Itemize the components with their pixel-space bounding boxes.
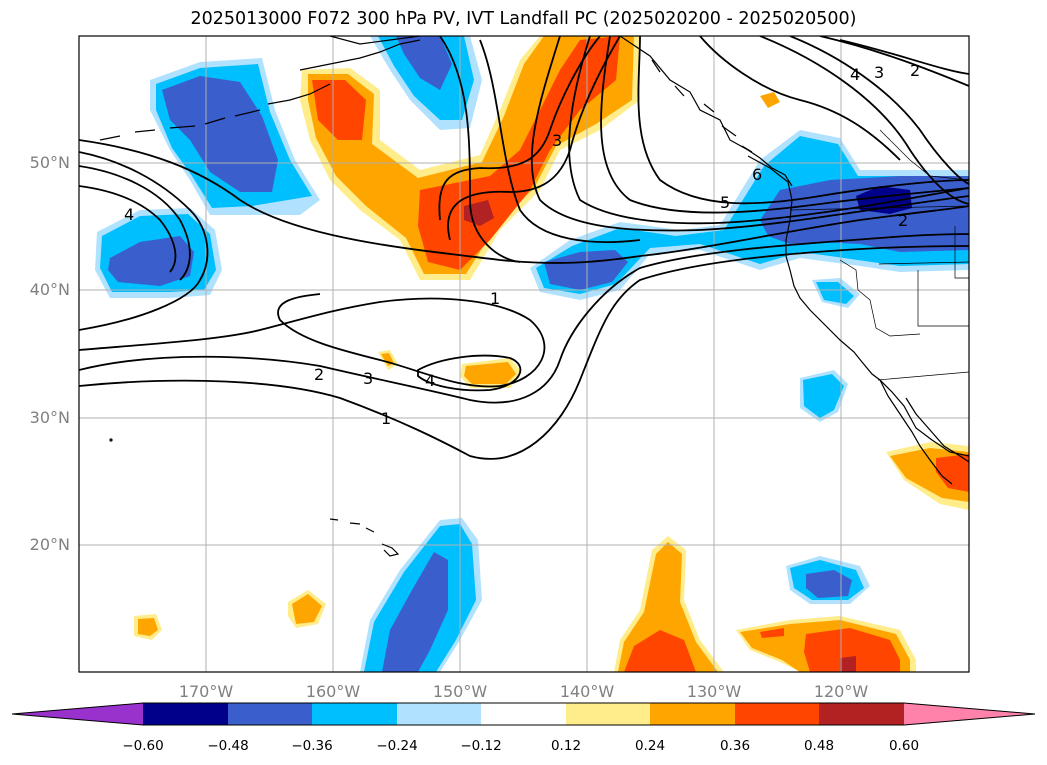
contour-label: 1 bbox=[381, 409, 391, 428]
colorbar-tick-label: −0.36 bbox=[291, 738, 333, 754]
contour-label: 3 bbox=[874, 63, 884, 82]
colorbar-segment bbox=[566, 703, 650, 725]
contour-label: 4 bbox=[425, 371, 435, 390]
hawaii-islands bbox=[329, 518, 400, 557]
lat-label: 50°N bbox=[29, 153, 70, 172]
colorbar-outline bbox=[11, 702, 1036, 726]
colorbar-tick-label: −0.60 bbox=[122, 738, 164, 754]
contour-label: 2 bbox=[910, 61, 920, 80]
lon-label: 120°W bbox=[813, 682, 869, 701]
contour-label: 2 bbox=[898, 211, 908, 230]
contour-label: 1 bbox=[490, 289, 500, 308]
colorbar-tick-label: 0.12 bbox=[550, 738, 582, 754]
colorbar-tick-label: −0.12 bbox=[460, 738, 502, 754]
contour-label: 4 bbox=[850, 65, 860, 84]
lon-label: 160°W bbox=[305, 682, 361, 701]
colorbar-segment bbox=[819, 703, 904, 725]
colorbar-high-extension bbox=[904, 703, 1035, 725]
pv-shading bbox=[95, 36, 969, 672]
lon-label: 170°W bbox=[178, 682, 234, 701]
lat-label: 20°N bbox=[29, 535, 70, 554]
colorbar-tick-label: 0.48 bbox=[803, 738, 835, 754]
colorbar-segment bbox=[735, 703, 819, 725]
contour-label: 4 bbox=[124, 205, 134, 224]
contour-labels: 1 1 2 2 2 3 3 3 4 4 4 5 6 bbox=[124, 61, 920, 428]
baja-california bbox=[879, 379, 953, 485]
contour-label: 5 bbox=[720, 193, 730, 212]
us-west-coast bbox=[747, 155, 969, 457]
colorbar-tick-label: −0.48 bbox=[207, 738, 249, 754]
contour-label: 3 bbox=[552, 131, 562, 150]
contour-label: 6 bbox=[752, 165, 762, 184]
contour-north-east-2 bbox=[759, 36, 969, 205]
colorbar-segment bbox=[650, 703, 735, 725]
colorbar-segment bbox=[481, 703, 566, 725]
colorbar-tick-label: 0.60 bbox=[888, 738, 920, 754]
map-frame bbox=[78, 35, 970, 673]
colorbar bbox=[11, 702, 1036, 726]
colorbar-low-extension bbox=[12, 703, 143, 725]
colorbar-segment bbox=[312, 703, 397, 725]
alaska-coast bbox=[619, 36, 793, 187]
contour-1 bbox=[79, 139, 969, 264]
lon-label: 140°W bbox=[559, 682, 615, 701]
ivt-contours bbox=[79, 36, 969, 460]
contour-label: 2 bbox=[314, 365, 324, 384]
colorbar-segment bbox=[397, 703, 481, 725]
contour-label: 3 bbox=[363, 369, 373, 388]
lon-label: 130°W bbox=[686, 682, 742, 701]
aleutian-islands bbox=[99, 39, 421, 141]
lon-label: 150°W bbox=[432, 682, 488, 701]
colorbar-tick-label: 0.36 bbox=[719, 738, 751, 754]
lat-label: 30°N bbox=[29, 408, 70, 427]
colorbar-tick-label: −0.24 bbox=[376, 738, 418, 754]
lat-label: 40°N bbox=[29, 280, 70, 299]
colorbar-segment bbox=[228, 703, 312, 725]
colorbar-tick-label: 0.24 bbox=[634, 738, 666, 754]
coastlines bbox=[99, 36, 969, 557]
colorbar-segment bbox=[143, 703, 228, 725]
contour-4-closed bbox=[417, 354, 522, 392]
gridlines bbox=[79, 36, 969, 672]
map-title: 2025013000 F072 300 hPa PV, IVT Landfall… bbox=[190, 9, 857, 29]
contour-2 bbox=[79, 151, 209, 331]
